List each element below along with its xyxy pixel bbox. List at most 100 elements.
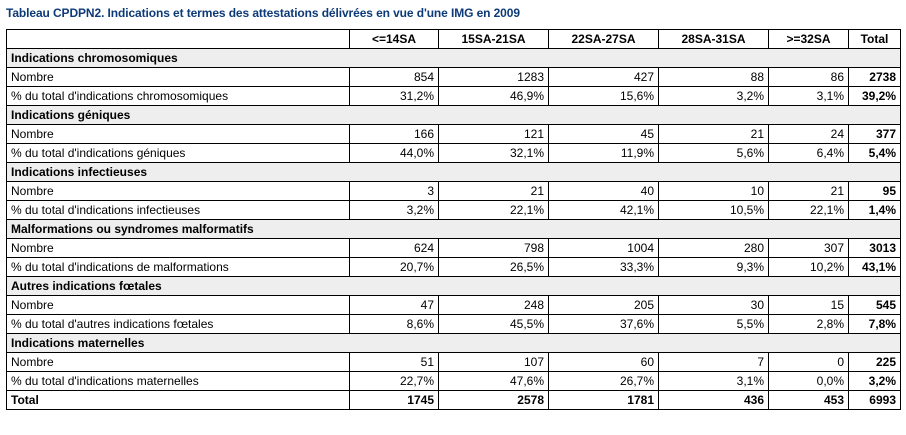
value-cell: 121 bbox=[438, 124, 549, 144]
section-header-row: Indications maternelles bbox=[6, 333, 901, 353]
row-label: Nombre bbox=[6, 124, 350, 144]
value-cell: 3 bbox=[349, 181, 439, 201]
grand-total-value: 1745 bbox=[349, 390, 439, 410]
table-row: % du total d'indications de malformation… bbox=[6, 257, 901, 277]
total-cell: 225 bbox=[848, 352, 901, 372]
header-cell-empty bbox=[6, 29, 350, 49]
value-cell: 24 bbox=[768, 124, 849, 144]
row-label: Nombre bbox=[6, 67, 350, 87]
value-cell: 11,9% bbox=[548, 143, 659, 163]
value-cell: 88 bbox=[658, 67, 769, 87]
grand-total-value: 1781 bbox=[548, 390, 659, 410]
section-header-row: Indications géniques bbox=[6, 105, 901, 125]
total-cell: 377 bbox=[848, 124, 901, 144]
value-cell: 1283 bbox=[438, 67, 549, 87]
value-cell: 624 bbox=[349, 238, 439, 258]
total-cell: 39,2% bbox=[848, 86, 901, 106]
value-cell: 45,5% bbox=[438, 314, 549, 334]
section-header-row: Indications infectieuses bbox=[6, 162, 901, 182]
table-body: Indications chromosomiques Nombre 854 1283 4… bbox=[6, 48, 901, 410]
value-cell: 45 bbox=[548, 124, 659, 144]
value-cell: 248 bbox=[438, 295, 549, 315]
value-cell: 44,0% bbox=[349, 143, 439, 163]
value-cell: 3,1% bbox=[658, 371, 769, 391]
section-header-row: Malformations ou syndromes malformatifs bbox=[6, 219, 901, 239]
value-cell: 3,1% bbox=[768, 86, 849, 106]
header-cell: >=32SA bbox=[768, 29, 849, 49]
row-label: Nombre bbox=[6, 295, 350, 315]
header-row: <=14SA 15SA-21SA 22SA-27SA 28SA-31SA >=3… bbox=[6, 29, 901, 49]
value-cell: 21 bbox=[438, 181, 549, 201]
total-cell: 3,2% bbox=[848, 371, 901, 391]
total-cell: 7,8% bbox=[848, 314, 901, 334]
total-cell: 1,4% bbox=[848, 200, 901, 220]
table-row: % du total d'indications infectieuses 3,2… bbox=[6, 200, 901, 220]
total-cell: 3013 bbox=[848, 238, 901, 258]
table-caption: Tableau CPDPN2. Indications et termes de… bbox=[6, 6, 520, 20]
section-title: Malformations ou syndromes malformatifs bbox=[6, 219, 901, 239]
value-cell: 31,2% bbox=[349, 86, 439, 106]
value-cell: 47,6% bbox=[438, 371, 549, 391]
value-cell: 42,1% bbox=[548, 200, 659, 220]
img-indications-table: <=14SA 15SA-21SA 22SA-27SA 28SA-31SA >=3… bbox=[6, 29, 901, 410]
value-cell: 5,6% bbox=[658, 143, 769, 163]
value-cell: 5,5% bbox=[658, 314, 769, 334]
row-label: % du total d'indications de malformation… bbox=[6, 257, 350, 277]
value-cell: 3,2% bbox=[658, 86, 769, 106]
total-cell: 95 bbox=[848, 181, 901, 201]
value-cell: 3,2% bbox=[349, 200, 439, 220]
header-cell: 15SA-21SA bbox=[438, 29, 549, 49]
value-cell: 280 bbox=[658, 238, 769, 258]
total-cell: 545 bbox=[848, 295, 901, 315]
section-title: Indications chromosomiques bbox=[6, 48, 901, 68]
section-title: Indications infectieuses bbox=[6, 162, 901, 182]
value-cell: 6,4% bbox=[768, 143, 849, 163]
value-cell: 166 bbox=[349, 124, 439, 144]
value-cell: 32,1% bbox=[438, 143, 549, 163]
grand-total-label: Total bbox=[6, 390, 350, 410]
row-label: % du total d'indications maternelles bbox=[6, 371, 350, 391]
value-cell: 9,3% bbox=[658, 257, 769, 277]
header-cell: 28SA-31SA bbox=[658, 29, 769, 49]
header-cell: 22SA-27SA bbox=[548, 29, 659, 49]
table-row: % du total d'autres indications fœtales 8… bbox=[6, 314, 901, 334]
value-cell: 26,5% bbox=[438, 257, 549, 277]
value-cell: 46,9% bbox=[438, 86, 549, 106]
value-cell: 22,7% bbox=[349, 371, 439, 391]
value-cell: 7 bbox=[658, 352, 769, 372]
table-row: Nombre 51 107 60 7 0 225 bbox=[6, 352, 901, 372]
row-label: Nombre bbox=[6, 181, 350, 201]
table-row: Nombre 166 121 45 21 24 377 bbox=[6, 124, 901, 144]
value-cell: 26,7% bbox=[548, 371, 659, 391]
section-title: Indications géniques bbox=[6, 105, 901, 125]
value-cell: 37,6% bbox=[548, 314, 659, 334]
table-row: % du total d'indications géniques 44,0% 32… bbox=[6, 143, 901, 163]
value-cell: 47 bbox=[349, 295, 439, 315]
row-label: Nombre bbox=[6, 352, 350, 372]
value-cell: 15 bbox=[768, 295, 849, 315]
value-cell: 51 bbox=[349, 352, 439, 372]
value-cell: 22,1% bbox=[438, 200, 549, 220]
value-cell: 798 bbox=[438, 238, 549, 258]
section-header-row: Indications chromosomiques bbox=[6, 48, 901, 68]
value-cell: 40 bbox=[548, 181, 659, 201]
value-cell: 427 bbox=[548, 67, 659, 87]
table-row: Nombre 47 248 205 30 15 545 bbox=[6, 295, 901, 315]
value-cell: 0,0% bbox=[768, 371, 849, 391]
value-cell: 10,2% bbox=[768, 257, 849, 277]
value-cell: 307 bbox=[768, 238, 849, 258]
table-row: Nombre 3 21 40 10 21 95 bbox=[6, 181, 901, 201]
table-row: Nombre 624 798 1004 280 307 3013 bbox=[6, 238, 901, 258]
value-cell: 107 bbox=[438, 352, 549, 372]
grand-total-row: Total 1745 2578 1781 436 453 6993 bbox=[6, 390, 901, 410]
value-cell: 0 bbox=[768, 352, 849, 372]
value-cell: 1004 bbox=[548, 238, 659, 258]
table-row: Nombre 854 1283 427 88 86 2738 bbox=[6, 67, 901, 87]
value-cell: 22,1% bbox=[768, 200, 849, 220]
table-row: % du total d'indications maternelles 22,7… bbox=[6, 371, 901, 391]
value-cell: 86 bbox=[768, 67, 849, 87]
section-title: Indications maternelles bbox=[6, 333, 901, 353]
value-cell: 33,3% bbox=[548, 257, 659, 277]
row-label: % du total d'indications géniques bbox=[6, 143, 350, 163]
grand-total-value: 453 bbox=[768, 390, 849, 410]
